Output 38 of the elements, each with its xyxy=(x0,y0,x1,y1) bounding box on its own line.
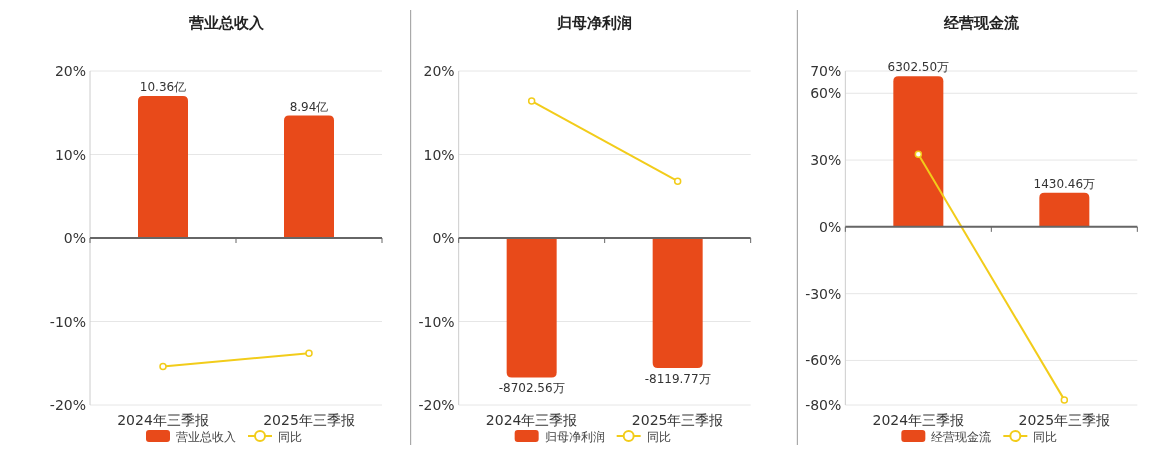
y-tick-label: 10% xyxy=(54,146,86,163)
chart-title: 经营现金流 xyxy=(942,14,1020,32)
chart-title: 归母净利润 xyxy=(556,14,633,32)
legend-label: 营业总收入 xyxy=(176,430,236,444)
y-tick-label: 0% xyxy=(63,230,86,246)
y-tick-label: -80% xyxy=(805,397,842,413)
data-label: -8702.56万 xyxy=(498,381,565,396)
legend-label: 经营现金流 xyxy=(931,430,992,444)
data-label: 8.94亿 xyxy=(289,99,329,114)
y-tick-label: -10% xyxy=(418,313,455,330)
legend-label: 同比 xyxy=(1033,430,1058,444)
data-label: 10.36亿 xyxy=(139,80,187,95)
x-tick-label: 2024年三季报 xyxy=(485,412,578,428)
y-tick-label: 70% xyxy=(810,63,842,79)
data-label: 6302.50万 xyxy=(887,60,950,75)
data-label: -8119.77万 xyxy=(644,372,711,387)
legend-label: 同比 xyxy=(646,430,671,444)
y-tick-label: 20% xyxy=(423,63,455,79)
x-tick-label: 2024年三季报 xyxy=(117,412,209,428)
chart-title: 营业总收入 xyxy=(187,14,265,32)
x-tick-label: 2025年三季报 xyxy=(263,412,355,428)
y-tick-label: 0% xyxy=(819,218,842,235)
data-label: 1430.46万 xyxy=(1033,176,1096,191)
x-tick-label: 2025年三季报 xyxy=(1018,412,1111,428)
y-tick-label: -30% xyxy=(805,285,842,302)
y-tick-label: 30% xyxy=(810,152,842,169)
x-tick-label: 2024年三季报 xyxy=(872,412,965,428)
legend-label: 同比 xyxy=(278,430,302,444)
y-tick-label: -10% xyxy=(49,313,86,330)
y-tick-label: -20% xyxy=(49,397,86,413)
y-tick-label: 10% xyxy=(423,146,455,163)
y-tick-label: 60% xyxy=(810,85,842,102)
y-tick-label: 20% xyxy=(54,63,86,79)
legend-label: 归母净利润 xyxy=(544,430,605,444)
x-tick-label: 2025年三季报 xyxy=(631,412,724,428)
y-tick-label: -60% xyxy=(805,352,842,369)
y-tick-label: -20% xyxy=(418,397,455,413)
y-tick-label: 0% xyxy=(432,230,455,246)
